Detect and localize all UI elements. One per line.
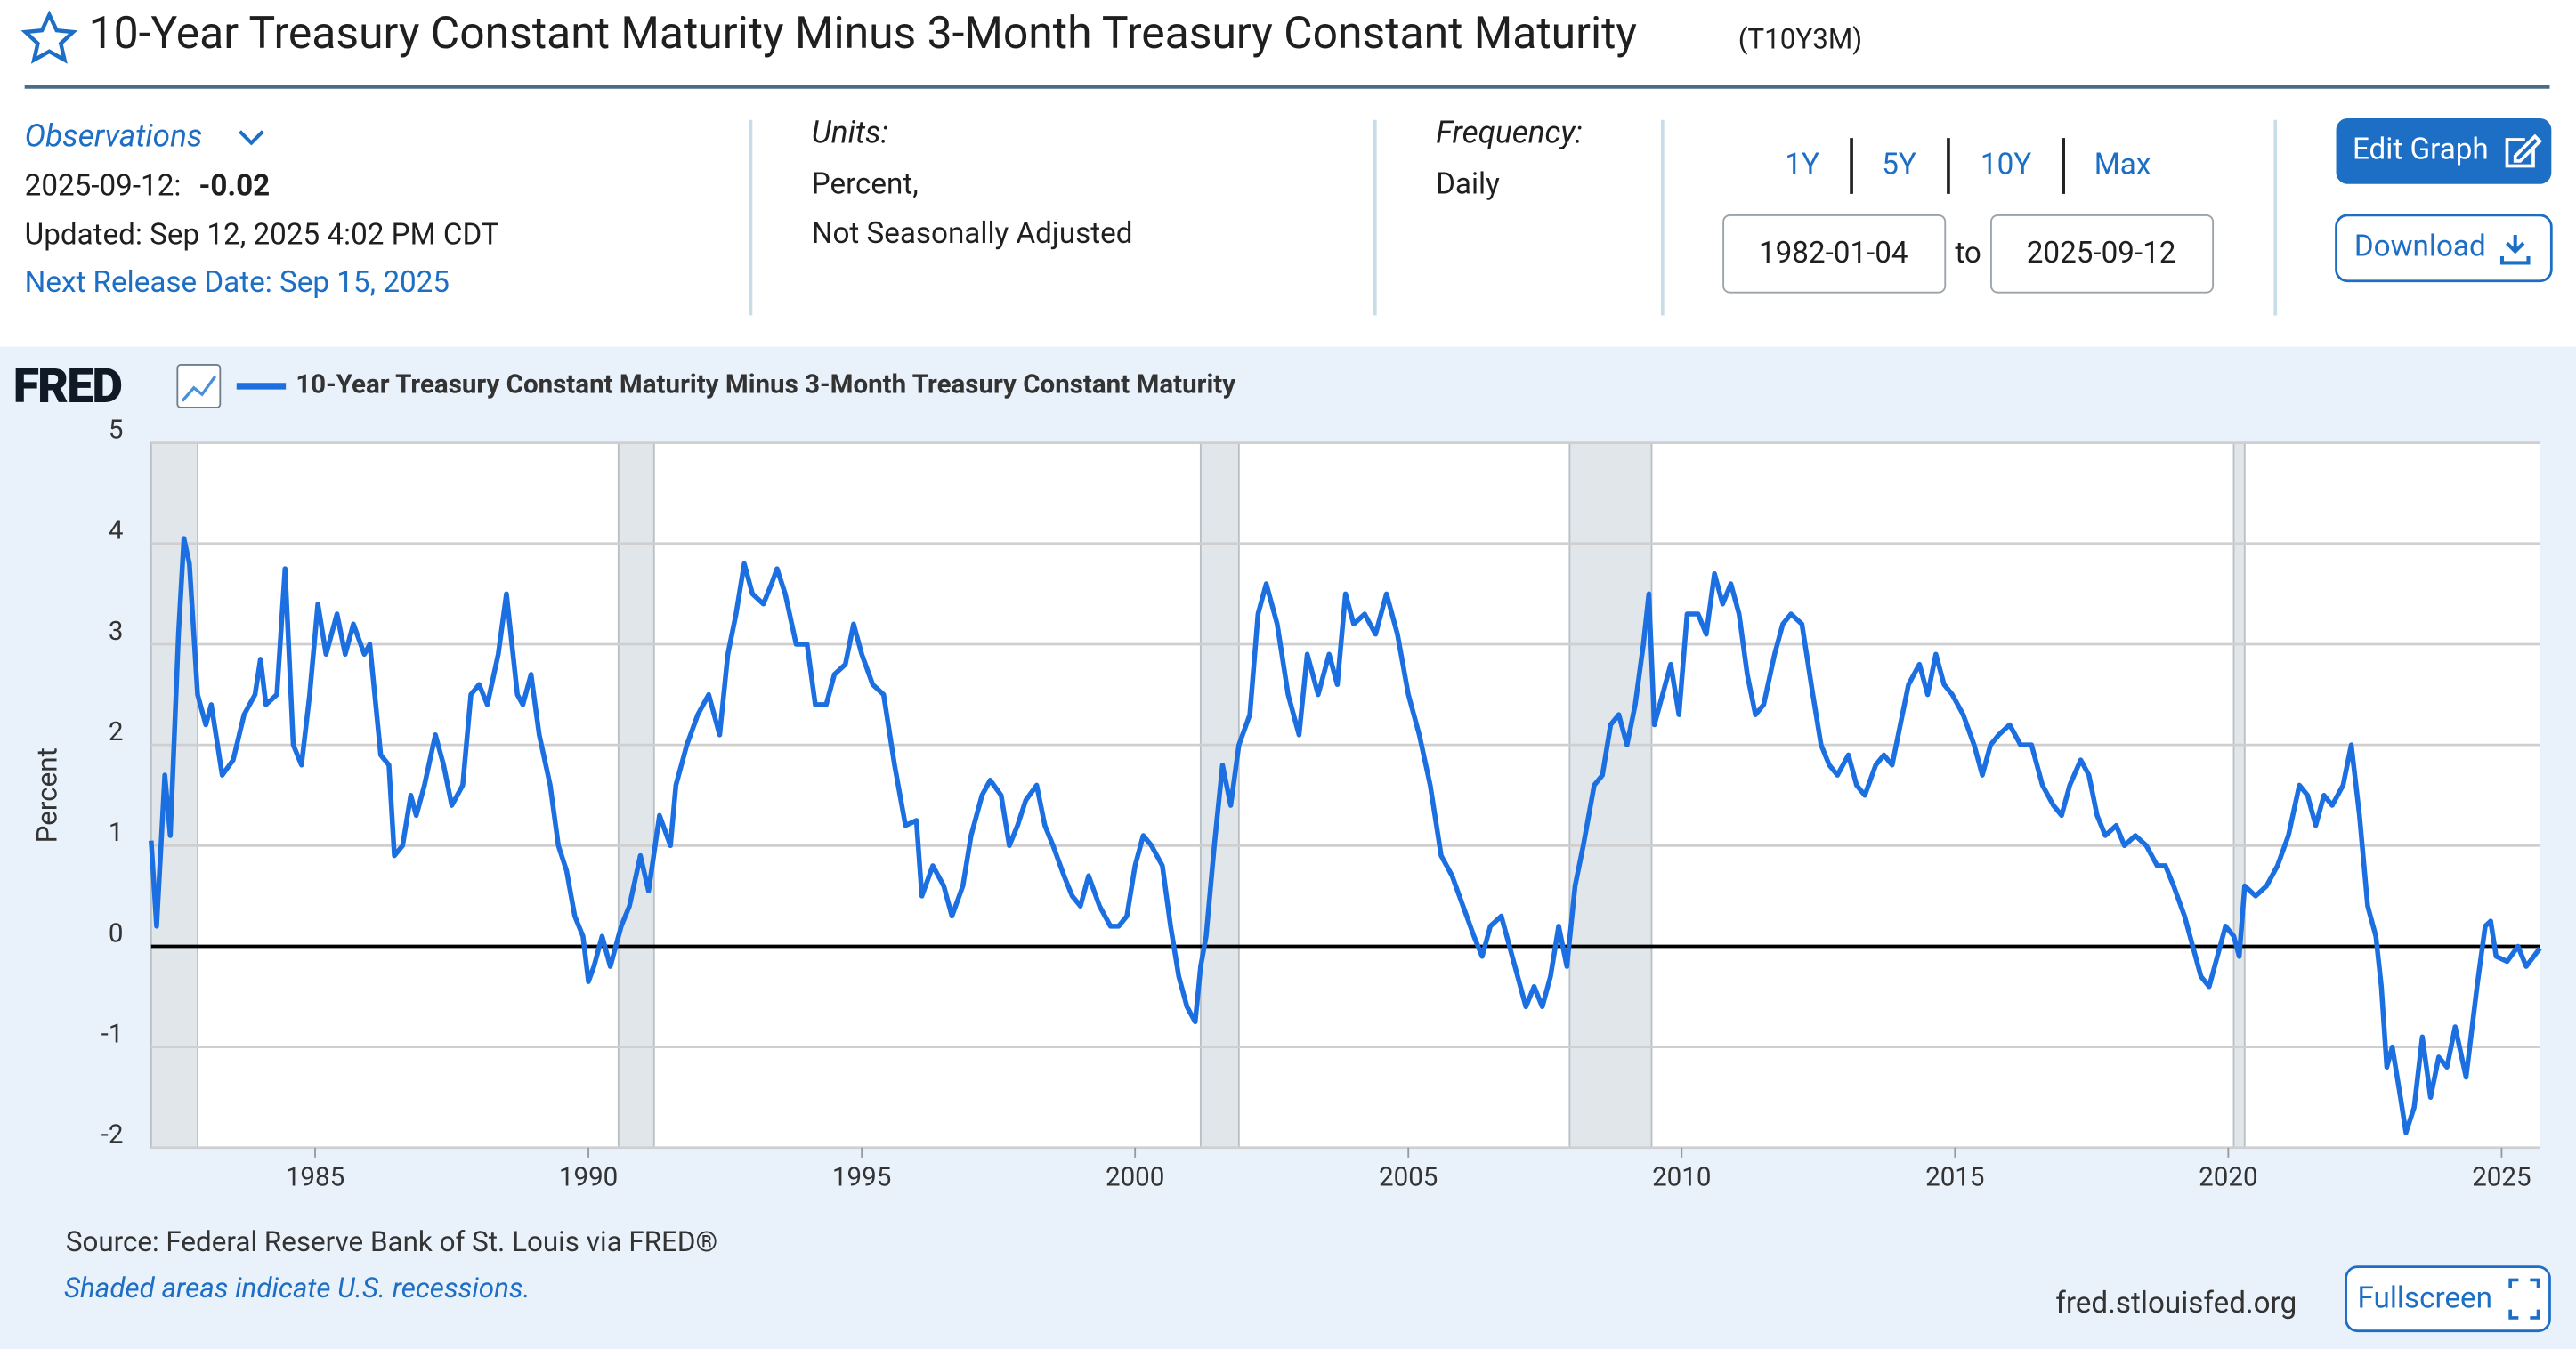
chevron-icon[interactable] (239, 130, 264, 146)
units-label: Units: (812, 114, 888, 151)
y-tick-label: -1 (101, 1020, 124, 1050)
recession-band (2232, 441, 2246, 1149)
fullscreen-label: Fullscreen (2358, 1280, 2492, 1315)
y-tick-label: 1 (109, 818, 124, 848)
start-date-input[interactable] (1722, 214, 1947, 294)
fullscreen-button[interactable] (2345, 1265, 2551, 1333)
end-date: 2025-09-12 (2027, 236, 2176, 271)
frequency-value: Daily (1436, 166, 1500, 201)
y-tick-label: 0 (109, 918, 124, 949)
favorite-star[interactable] (20, 10, 78, 64)
observation-date: 2025-09-12: (25, 168, 182, 203)
range-button[interactable]: 10Y (1981, 147, 2031, 182)
y-tick-label: -2 (101, 1120, 124, 1151)
recession-note: Shaded areas indicate U.S. recessions. (64, 1272, 531, 1305)
series-id: (T10Y3M) (1738, 22, 1862, 55)
download-button[interactable] (2335, 214, 2553, 283)
frequency-label: Frequency: (1436, 114, 1583, 151)
plot-area (150, 442, 2540, 1148)
edit-graph-button[interactable] (2336, 117, 2552, 184)
range-button[interactable]: 1Y (1785, 147, 1819, 182)
start-date: 1982-01-04 (1759, 236, 1908, 271)
series-title: 10-Year Treasury Constant Maturity Minus… (89, 8, 1637, 60)
end-date-input[interactable] (1990, 214, 2215, 294)
download-icon (2499, 235, 2531, 265)
x-tick-label: 2020 (2199, 1163, 2257, 1193)
y-axis-label: Percent (31, 747, 64, 843)
updated: Updated: Sep 12, 2025 4:02 PM CDT (25, 218, 499, 253)
x-tick-label: 2025 (2472, 1163, 2531, 1193)
y-tick-label: 2 (109, 717, 124, 747)
next-release[interactable]: Next Release Date: Sep 15, 2025 (25, 265, 450, 300)
plot: -2 -1 0 1 2 3 4 5 1985 1990 1995 2000 2005 2010 2015 20… (31, 370, 2542, 1193)
y-tick-label: 5 (109, 416, 124, 446)
fullscreen-icon (2508, 1278, 2540, 1320)
logo-icon (176, 364, 222, 408)
series-line (149, 536, 2542, 1135)
edit-graph-label: Edit Graph (2353, 133, 2489, 167)
recession-band (1568, 441, 1653, 1149)
logo-icon-line (181, 375, 217, 402)
to-label: to (1955, 236, 1981, 271)
x-tick-label: 2010 (1652, 1163, 1711, 1193)
units-value: Not Seasonally Adjusted (812, 216, 1133, 251)
range-button[interactable]: Max (2094, 147, 2151, 182)
site-url: fred.stlouisfed.org (2055, 1286, 2297, 1321)
x-tick-label: 2015 (1925, 1163, 1984, 1193)
x-tick-label: 2005 (1379, 1163, 1438, 1193)
observation-value: -0.02 (198, 168, 270, 203)
recession-band (617, 441, 655, 1149)
fred-logo: FRED (13, 359, 122, 415)
x-tick-label: 2000 (1106, 1163, 1164, 1193)
download-label: Download (2354, 230, 2486, 264)
edit-icon (2505, 133, 2543, 168)
observations-toggle[interactable]: Observations (25, 117, 203, 154)
range-button[interactable]: 5Y (1882, 147, 1916, 182)
legend-label: 10-Year Treasury Constant Maturity Minus… (296, 370, 1235, 400)
y-tick-label: 3 (109, 617, 124, 647)
y-tick-label: 4 (109, 516, 124, 546)
source: Source: Federal Reserve Bank of St. Loui… (66, 1225, 717, 1258)
units-value: Percent, (812, 166, 919, 201)
x-tick-label: 1990 (559, 1163, 618, 1193)
x-tick-label: 1995 (832, 1163, 891, 1193)
x-tick-label: 1985 (286, 1163, 344, 1193)
